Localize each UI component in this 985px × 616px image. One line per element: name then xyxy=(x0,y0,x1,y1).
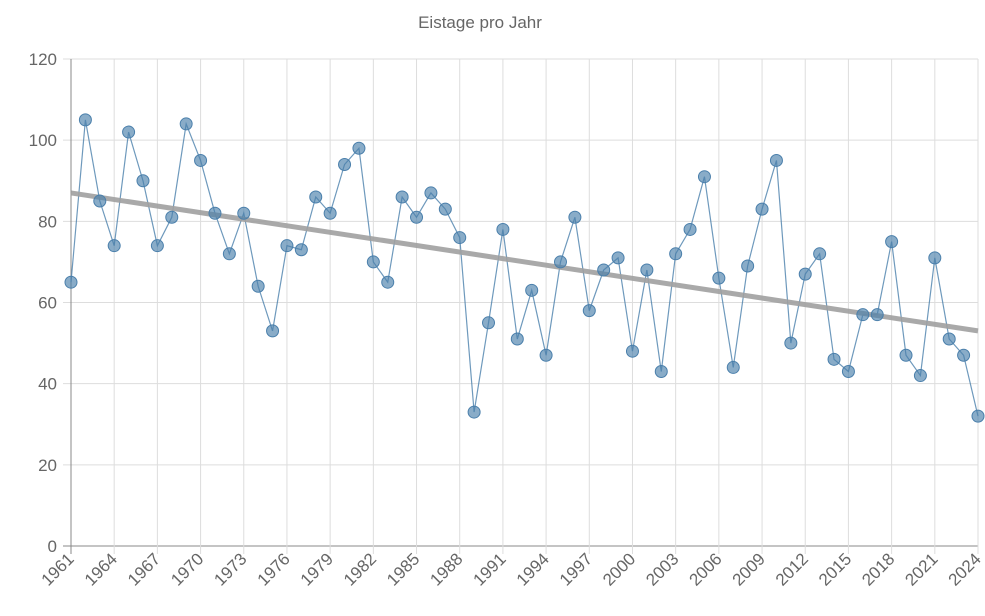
x-tick-label: 1976 xyxy=(254,549,294,589)
x-tick-label: 1997 xyxy=(556,549,596,589)
data-point xyxy=(582,304,596,318)
data-point xyxy=(438,202,452,216)
data-point xyxy=(381,275,395,289)
x-tick-label: 1994 xyxy=(513,549,553,589)
data-point xyxy=(280,239,294,253)
data-point xyxy=(553,255,567,269)
data-point xyxy=(179,117,193,131)
data-point xyxy=(294,243,308,257)
x-tick-label: 2018 xyxy=(858,549,898,589)
data-point xyxy=(150,239,164,253)
x-tick-label: 1967 xyxy=(124,549,164,589)
data-point xyxy=(78,113,92,127)
x-tick-label: 2006 xyxy=(686,549,726,589)
data-point xyxy=(525,283,539,297)
x-tick-label: 2012 xyxy=(772,549,812,589)
data-point xyxy=(913,369,927,383)
data-point xyxy=(208,206,222,220)
x-tick-label: 1988 xyxy=(426,549,466,589)
x-tick-label: 1961 xyxy=(38,549,78,589)
data-point xyxy=(654,364,668,378)
x-tick-label: 2000 xyxy=(599,549,639,589)
data-point xyxy=(266,324,280,338)
data-point xyxy=(899,348,913,362)
data-point xyxy=(323,206,337,220)
data-point xyxy=(611,251,625,265)
data-point xyxy=(496,222,510,236)
data-point xyxy=(784,336,798,350)
x-tick-label: 2003 xyxy=(642,549,682,589)
data-point xyxy=(309,190,323,204)
data-point xyxy=(827,352,841,366)
data-point xyxy=(136,174,150,188)
data-point xyxy=(510,332,524,346)
data-point xyxy=(625,344,639,358)
data-point xyxy=(568,210,582,224)
data-point xyxy=(942,332,956,346)
y-tick-label: 100 xyxy=(29,131,57,150)
y-tick-label: 40 xyxy=(38,375,57,394)
data-point xyxy=(885,235,899,249)
data-point xyxy=(107,239,121,253)
data-point xyxy=(482,316,496,330)
x-tick-label: 1964 xyxy=(81,549,121,589)
data-point xyxy=(928,251,942,265)
y-tick-label: 20 xyxy=(38,456,57,475)
data-point xyxy=(366,255,380,269)
x-tick-label: 1991 xyxy=(470,549,510,589)
data-point xyxy=(122,125,136,139)
data-point xyxy=(424,186,438,200)
data-point xyxy=(726,360,740,374)
x-tick-label: 1985 xyxy=(383,549,423,589)
x-tick-label: 2009 xyxy=(729,549,769,589)
chart-title: Eistage pro Jahr xyxy=(418,13,542,32)
data-point xyxy=(237,206,251,220)
data-point xyxy=(93,194,107,208)
y-tick-label: 120 xyxy=(29,50,57,69)
x-tick-label: 2024 xyxy=(945,549,985,589)
data-point xyxy=(669,247,683,261)
data-point xyxy=(338,158,352,172)
x-tick-label: 2021 xyxy=(901,549,941,589)
data-point xyxy=(798,267,812,281)
data-point xyxy=(395,190,409,204)
data-point xyxy=(597,263,611,277)
data-point xyxy=(352,141,366,155)
y-tick-label: 0 xyxy=(48,537,57,556)
data-point xyxy=(971,409,985,423)
x-tick-label: 2015 xyxy=(815,549,855,589)
data-point xyxy=(410,210,424,224)
data-point xyxy=(165,210,179,224)
data-point xyxy=(64,275,78,289)
data-point xyxy=(683,222,697,236)
data-point xyxy=(640,263,654,277)
data-point xyxy=(870,308,884,322)
data-point xyxy=(194,153,208,167)
data-point xyxy=(741,259,755,273)
trend-line xyxy=(70,190,979,334)
data-point xyxy=(539,348,553,362)
x-tick-label: 1979 xyxy=(297,549,337,589)
data-point xyxy=(813,247,827,261)
data-point xyxy=(222,247,236,261)
x-tick-label: 1970 xyxy=(167,549,207,589)
data-point xyxy=(769,153,783,167)
data-point xyxy=(251,279,265,293)
x-tick-label: 1973 xyxy=(210,549,250,589)
data-point xyxy=(712,271,726,285)
data-point xyxy=(755,202,769,216)
data-point xyxy=(841,364,855,378)
data-point xyxy=(856,308,870,322)
y-tick-label: 60 xyxy=(38,294,57,313)
y-tick-label: 80 xyxy=(38,212,57,231)
x-tick-label: 1982 xyxy=(340,549,380,589)
data-point xyxy=(467,405,481,419)
data-point xyxy=(453,231,467,245)
data-point xyxy=(957,348,971,362)
data-point xyxy=(697,170,711,184)
